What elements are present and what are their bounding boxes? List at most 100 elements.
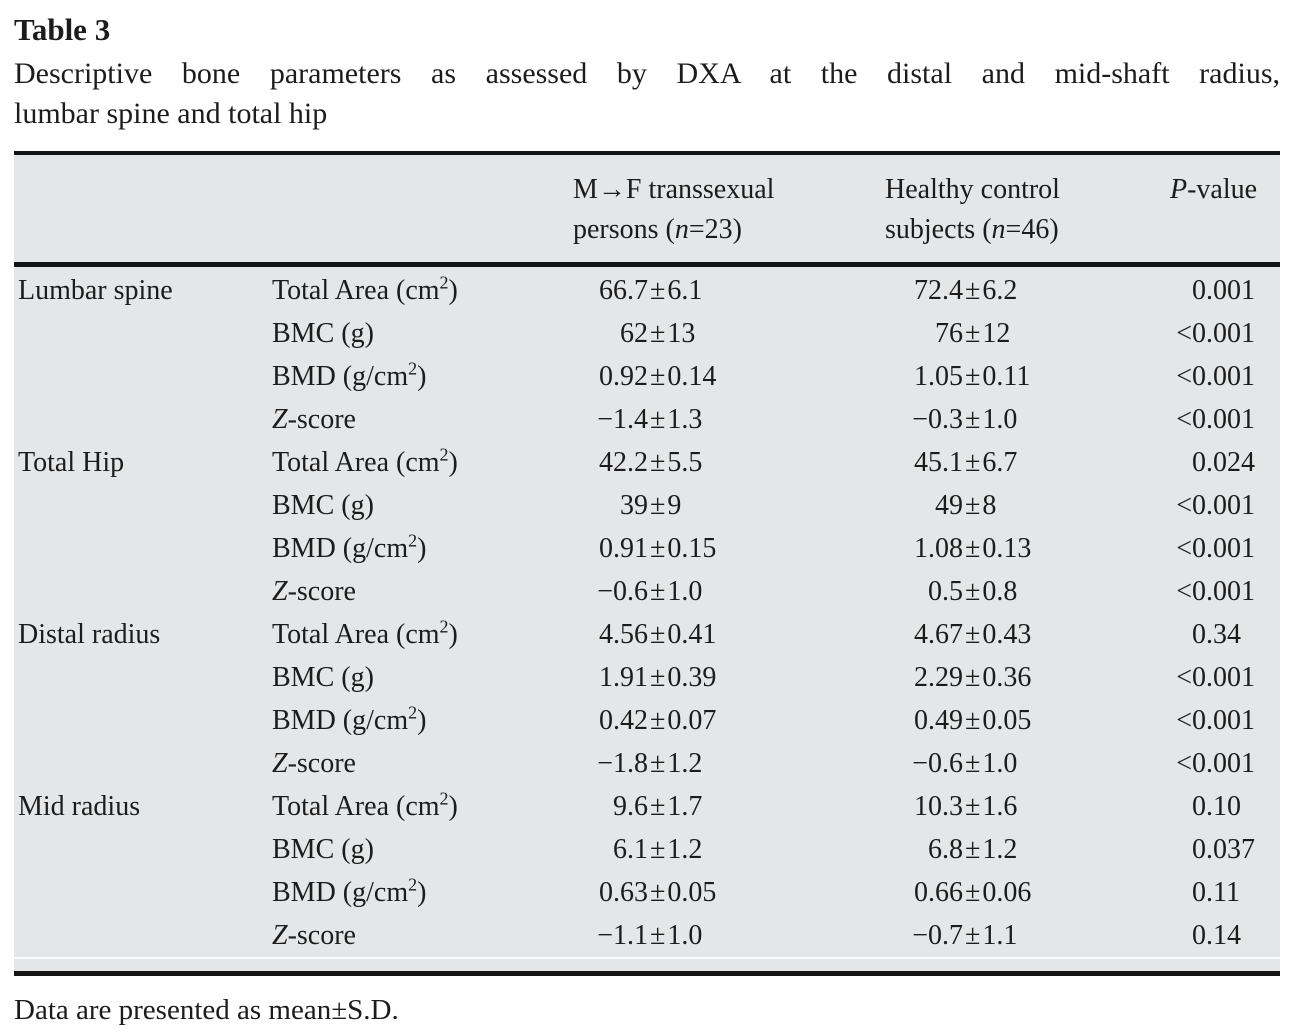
table-row: BMC (g) 1.91±0.39 2.29±0.36 <0.001 (14, 656, 1280, 699)
plus-minus-sign: ± (965, 576, 981, 607)
table-row: BMC (g) 6.1±1.2 6.8±1.2 0.037 (14, 828, 1280, 871)
header-group-control: Healthy control subjects (n=46) (885, 170, 1170, 250)
plus-minus-sign: ± (965, 705, 981, 736)
mean-value: −1.4 (597, 404, 648, 435)
parameter-label: BMC (g) (272, 490, 374, 521)
p-number: 0.14 (1192, 920, 1241, 951)
value-transsexual: 42.2±5.5 (573, 441, 885, 484)
parameter-label: BMC (g) (272, 834, 374, 865)
sd-value: 0.43 (982, 619, 1032, 650)
table-row: Lumbar spine Total Area (cm2) 66.7±6.1 72.4… (14, 269, 1280, 312)
mean-value: 1.05 (914, 361, 963, 392)
table-bottom-padding (14, 957, 1280, 971)
header-group-transsexual: M→F transsexual persons (n=23) (573, 170, 885, 250)
value-control: 0.5±0.8 (885, 570, 1170, 613)
table-footnote: Data are presented as mean±S.D. (14, 994, 399, 1026)
table-row: BMD (g/cm2) 0.91±0.15 1.08±0.13 <0.001 (14, 527, 1280, 570)
sd-value: 0.11 (982, 361, 1031, 392)
header-pvalue: P-value (1170, 170, 1280, 210)
value-transsexual: −1.8±1.2 (573, 742, 885, 785)
p-number: 0.001 (1192, 275, 1255, 306)
value-transsexual: 0.92±0.14 (573, 355, 885, 398)
p-value: <0.001 (1170, 355, 1280, 398)
mean-value: 0.49 (914, 705, 963, 736)
plus-minus-sign: ± (965, 877, 981, 908)
sd-value: 6.7 (982, 447, 1018, 478)
less-than-sign: < (1176, 404, 1192, 435)
table-header-rule (14, 262, 1280, 267)
p-number: 0.001 (1192, 490, 1255, 521)
p-number: 0.001 (1192, 705, 1255, 736)
parameter-label: Z-score (272, 576, 356, 607)
sd-value: 13 (667, 318, 696, 349)
value-control: 10.3±1.6 (885, 785, 1170, 828)
sd-value: 1.0 (982, 404, 1018, 435)
plus-minus-sign: ± (650, 490, 666, 521)
mean-value: −1.1 (597, 920, 648, 951)
p-value: 0.11 (1170, 871, 1280, 914)
parameter-label: BMC (g) (272, 662, 374, 693)
header-group2-line2-pre: subjects ( (885, 214, 992, 245)
sd-value: 0.14 (667, 361, 717, 392)
plus-minus-sign: ± (650, 533, 666, 564)
header-group1-line1: M→F transsexual (573, 174, 775, 205)
sd-value: 0.06 (982, 877, 1032, 908)
sd-value: 1.0 (982, 748, 1018, 779)
p-number: 0.024 (1192, 447, 1255, 478)
table-body: Lumbar spine Total Area (cm2) 66.7±6.1 72.4… (14, 267, 1280, 957)
value-transsexual: 4.56±0.41 (573, 613, 885, 656)
p-number: 0.001 (1192, 576, 1255, 607)
plus-minus-sign: ± (965, 662, 981, 693)
value-control: 72.4±6.2 (885, 269, 1170, 312)
value-control: 4.67±0.43 (885, 613, 1170, 656)
plus-minus-sign: ± (965, 533, 981, 564)
p-value: 0.037 (1170, 828, 1280, 871)
p-value: 0.001 (1170, 269, 1280, 312)
p-value: <0.001 (1170, 570, 1280, 613)
p-number: 0.11 (1192, 877, 1240, 908)
mean-value: 4.67 (914, 619, 963, 650)
table-row: Z-score −0.6±1.0 0.5±0.8 <0.001 (14, 570, 1280, 613)
p-value: 0.14 (1170, 914, 1280, 957)
mean-value: 6.8 (928, 834, 963, 865)
value-transsexual: 1.91±0.39 (573, 656, 885, 699)
p-value: <0.001 (1170, 656, 1280, 699)
value-control: 2.29±0.36 (885, 656, 1170, 699)
mean-value: 76 (935, 318, 963, 349)
sd-value: 0.05 (982, 705, 1032, 736)
plus-minus-sign: ± (650, 576, 666, 607)
plus-minus-sign: ± (965, 447, 981, 478)
mean-value: 0.91 (599, 533, 648, 564)
mean-value: −0.6 (912, 748, 963, 779)
p-number: 0.001 (1192, 361, 1255, 392)
sd-value: 0.8 (982, 576, 1018, 607)
mean-value: 2.29 (914, 662, 963, 693)
table-row: Distal radius Total Area (cm2) 4.56±0.41 4.… (14, 613, 1280, 656)
value-transsexual: 62±13 (573, 312, 885, 355)
header-group2-line2-post: =46) (1005, 214, 1059, 245)
plus-minus-sign: ± (650, 619, 666, 650)
less-than-sign: < (1176, 533, 1192, 564)
value-transsexual: −1.1±1.0 (573, 914, 885, 957)
sd-value: 6.1 (667, 275, 703, 306)
mean-value: 62 (620, 318, 648, 349)
mean-value: 42.2 (599, 447, 648, 478)
value-transsexual: 0.91±0.15 (573, 527, 885, 570)
plus-minus-sign: ± (965, 834, 981, 865)
sd-value: 0.13 (982, 533, 1032, 564)
sd-value: 1.2 (667, 834, 703, 865)
less-than-sign: < (1176, 318, 1192, 349)
plus-minus-sign: ± (965, 275, 981, 306)
header-pvalue-post: -value (1187, 174, 1258, 205)
parameter-label: BMD (g/cm2) (272, 530, 427, 564)
region-label: Distal radius (18, 619, 161, 650)
p-number: 0.001 (1192, 318, 1255, 349)
sd-value: 5.5 (667, 447, 703, 478)
sd-value: 1.0 (667, 920, 703, 951)
parameter-label: Z-score (272, 748, 356, 779)
p-value: <0.001 (1170, 484, 1280, 527)
parameter-label: BMD (g/cm2) (272, 358, 427, 392)
plus-minus-sign: ± (650, 275, 666, 306)
plus-minus-sign: ± (650, 920, 666, 951)
sd-value: 1.2 (667, 748, 703, 779)
